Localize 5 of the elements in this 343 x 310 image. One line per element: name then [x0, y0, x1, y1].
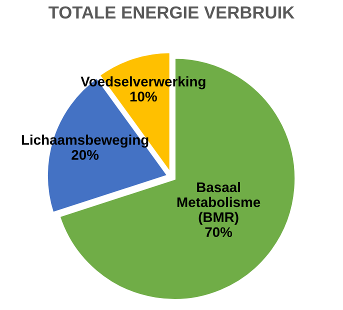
- data-label: 10%: [130, 92, 157, 102]
- data-label: 70%: [205, 227, 232, 238]
- data-label: 20%: [72, 150, 99, 160]
- chart-title: TOTALE ENERGIE VERBRUIK: [48, 6, 294, 19]
- slice-label: Basaal Metabolisme (BMR): [177, 182, 260, 225]
